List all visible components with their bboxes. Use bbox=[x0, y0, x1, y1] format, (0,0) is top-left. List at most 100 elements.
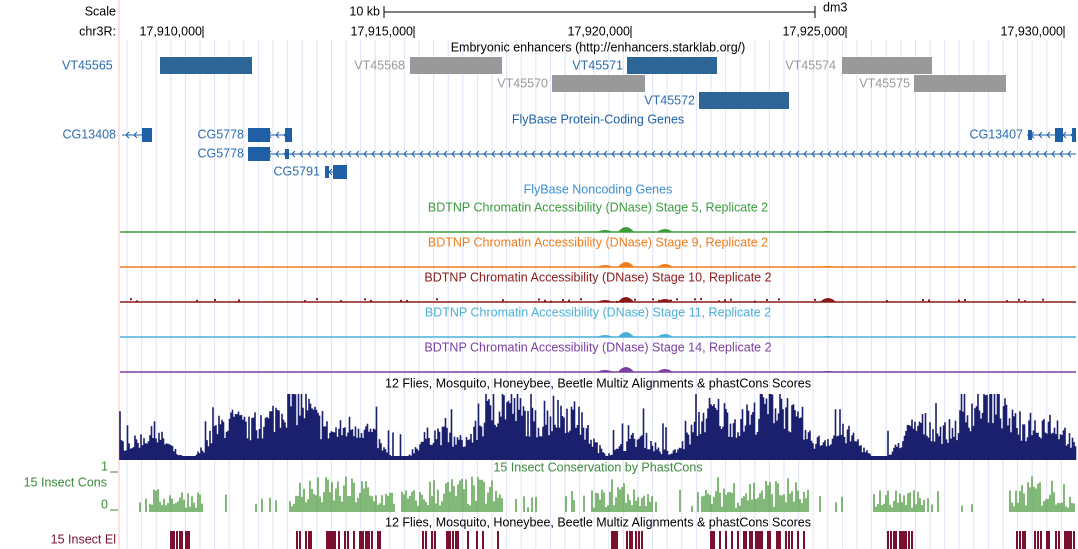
signal-peak bbox=[820, 266, 836, 267]
enhancer-label[interactable]: VT45570 bbox=[497, 76, 548, 90]
track-label[interactable]: 15 Insect El bbox=[51, 532, 116, 546]
conserved-element bbox=[371, 531, 373, 549]
strand-arrow bbox=[779, 150, 784, 158]
signal bbox=[754, 300, 756, 303]
strand-arrow bbox=[467, 150, 472, 158]
exon[interactable] bbox=[325, 166, 329, 178]
signal bbox=[832, 299, 834, 302]
track-title: BDTNP Chromatin Accessibility (DNase) St… bbox=[424, 270, 771, 284]
strand-arrow bbox=[379, 150, 384, 158]
signal bbox=[1042, 298, 1044, 301]
signal bbox=[340, 300, 342, 303]
enhancer-label[interactable]: VT45571 bbox=[572, 58, 623, 72]
conserved-element bbox=[185, 531, 189, 549]
conserved-element bbox=[353, 531, 355, 549]
enhancer-label[interactable]: VT45568 bbox=[354, 58, 405, 72]
gene-label[interactable]: CG13407 bbox=[969, 127, 1023, 141]
exon[interactable] bbox=[142, 128, 152, 142]
conserved-element bbox=[719, 531, 721, 549]
conserved-element bbox=[308, 531, 312, 549]
enhancer-label[interactable]: VT45565 bbox=[62, 58, 113, 72]
conserved-element bbox=[803, 531, 805, 549]
enhancer-label[interactable]: VT45572 bbox=[644, 93, 695, 107]
enhancer[interactable] bbox=[627, 57, 717, 74]
conserved-element bbox=[362, 531, 364, 549]
conserved-element bbox=[1073, 531, 1075, 549]
exon[interactable] bbox=[285, 128, 292, 142]
strand-arrow bbox=[795, 150, 800, 158]
signal bbox=[634, 298, 636, 301]
scale-size: 10 kb bbox=[349, 4, 380, 18]
strand-arrow bbox=[579, 150, 584, 158]
strand-arrow bbox=[1043, 150, 1048, 158]
exon[interactable] bbox=[248, 147, 270, 161]
conserved-element bbox=[713, 531, 715, 549]
strand-arrow bbox=[707, 150, 712, 158]
strand-arrow bbox=[883, 150, 888, 158]
signal bbox=[544, 299, 546, 302]
strand-arrow bbox=[947, 150, 952, 158]
strand-arrow bbox=[803, 150, 808, 158]
conserved-element bbox=[776, 531, 780, 549]
conserved-element bbox=[179, 531, 183, 549]
gene-label[interactable]: CG5778 bbox=[197, 146, 244, 160]
strand-arrow bbox=[355, 150, 360, 158]
conserved-element bbox=[365, 531, 369, 549]
strand-arrow bbox=[1019, 150, 1024, 158]
enhancer[interactable] bbox=[552, 75, 645, 92]
signal bbox=[436, 298, 438, 301]
exon[interactable] bbox=[1072, 128, 1076, 142]
strand-arrow bbox=[875, 150, 880, 158]
strand-arrow bbox=[595, 150, 600, 158]
conserved-element bbox=[1040, 531, 1042, 549]
signal bbox=[814, 298, 816, 301]
conserved-element bbox=[1016, 531, 1018, 549]
conserved-element bbox=[170, 531, 174, 549]
conserved-element bbox=[344, 531, 346, 549]
strand-arrow bbox=[1003, 150, 1008, 158]
axis-min: 0 bbox=[101, 497, 108, 511]
enhancer[interactable] bbox=[410, 57, 502, 74]
exon[interactable] bbox=[333, 165, 347, 179]
enhancer-label[interactable]: VT45575 bbox=[859, 76, 910, 90]
gene-label[interactable]: CG13408 bbox=[62, 127, 116, 141]
strand-arrow bbox=[939, 150, 944, 158]
track-label[interactable]: 15 Insect Cons bbox=[24, 475, 107, 489]
coordinate: 17,930,000 bbox=[1000, 24, 1063, 38]
enhancer[interactable] bbox=[842, 57, 932, 74]
conserved-element bbox=[455, 531, 459, 549]
signal bbox=[238, 299, 240, 302]
signal-peak bbox=[618, 262, 634, 267]
enhancer[interactable] bbox=[914, 75, 1006, 92]
gene-label[interactable]: CG5791 bbox=[273, 164, 320, 178]
strand-arrow bbox=[971, 150, 976, 158]
signal-peak bbox=[820, 371, 836, 372]
strand-arrow bbox=[1051, 150, 1056, 158]
signal-peak bbox=[820, 231, 836, 232]
enhancer-label[interactable]: VT45574 bbox=[785, 58, 836, 72]
signal bbox=[1006, 300, 1008, 303]
enhancer[interactable] bbox=[160, 57, 252, 74]
exon[interactable] bbox=[285, 149, 289, 159]
signal bbox=[622, 300, 624, 303]
gene-label[interactable]: CG5778 bbox=[197, 127, 244, 141]
conserved-element bbox=[434, 531, 436, 549]
signal bbox=[406, 299, 408, 302]
conserved-element bbox=[797, 531, 799, 549]
conserved-element bbox=[1058, 531, 1060, 549]
exon[interactable] bbox=[1028, 130, 1032, 140]
conserved-element bbox=[347, 531, 349, 549]
strand-arrow bbox=[299, 150, 304, 158]
enhancer[interactable] bbox=[699, 92, 789, 109]
signal-peak bbox=[618, 332, 634, 337]
exon[interactable] bbox=[259, 128, 265, 142]
conserved-element bbox=[332, 531, 336, 549]
exon[interactable] bbox=[1055, 128, 1063, 142]
strand-arrow bbox=[827, 150, 832, 158]
signal bbox=[766, 298, 768, 301]
coordinate: 17,915,000 bbox=[350, 24, 413, 38]
signal bbox=[652, 298, 654, 301]
signal-peak bbox=[820, 336, 836, 337]
signal bbox=[550, 300, 552, 303]
signal-peak bbox=[597, 230, 613, 232]
